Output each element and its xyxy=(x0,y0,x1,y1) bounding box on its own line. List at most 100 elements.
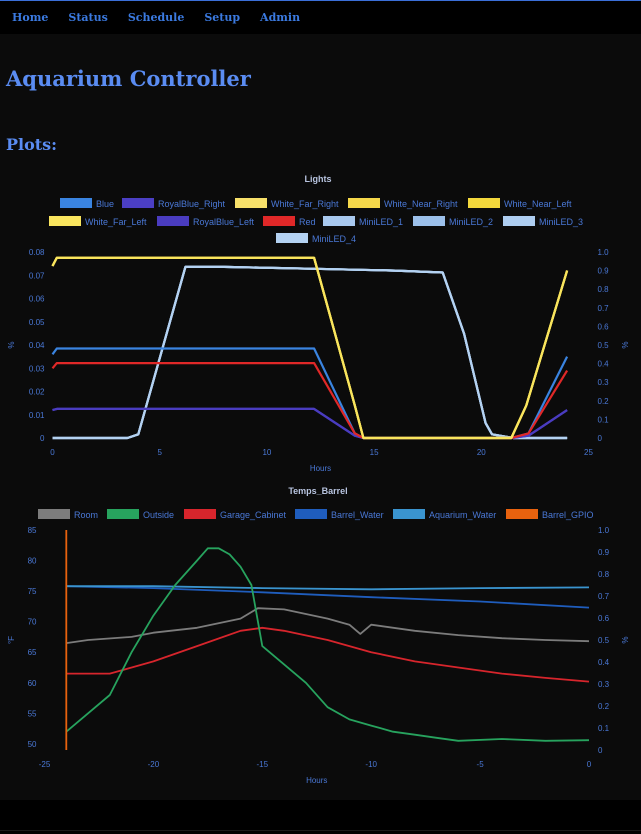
y2-tick-label: 0.3 xyxy=(598,378,610,387)
y-axis-title: % xyxy=(7,341,16,348)
y-tick-label: 0.03 xyxy=(29,364,45,373)
y2-tick-label: 0.2 xyxy=(598,702,610,711)
legend-label-royalblue-right: RoyalBlue_Right xyxy=(158,199,226,209)
temps-barrel-chart: Temps_Barrel Room Outside Garage_Cabinet Bar… xyxy=(7,486,629,785)
series-line-white-far-left xyxy=(51,256,569,440)
y-tick-label: 65 xyxy=(28,648,37,657)
legend-label-red: Red xyxy=(299,217,316,227)
legend-label-white-near-right: White_Near_Right xyxy=(384,199,458,209)
chart-title: Temps_Barrel xyxy=(288,486,347,496)
legend-swatch-barrel-water xyxy=(295,509,327,519)
x-tick-label: 0 xyxy=(50,448,55,457)
y-tick-label: 0.07 xyxy=(29,271,45,280)
legend-swatch-room xyxy=(38,509,70,519)
series-line-room xyxy=(66,607,590,644)
legend-label-white-near-left: White_Near_Left xyxy=(504,199,572,209)
series-line-royalblue-left xyxy=(52,407,568,440)
x-tick-label: -10 xyxy=(365,760,377,769)
plots-heading: Plots: xyxy=(6,135,58,154)
y-tick-label: 0.08 xyxy=(29,248,45,257)
x-tick-label: 25 xyxy=(584,448,593,457)
series-line-miniled-1 xyxy=(52,265,568,440)
y-tick-label: 80 xyxy=(28,557,37,566)
legend-swatch-miniled-3 xyxy=(503,216,535,226)
y2-tick-label: 0.1 xyxy=(598,724,610,733)
nav-home-link[interactable]: Home xyxy=(12,11,49,24)
y-tick-label: 0 xyxy=(40,434,45,443)
x-tick-label: -20 xyxy=(148,760,160,769)
x-tick-label: -15 xyxy=(257,760,269,769)
y2-tick-label: 0.8 xyxy=(598,570,610,579)
y2-tick-label: 0.4 xyxy=(598,360,610,369)
y2-tick-label: 0.4 xyxy=(598,658,610,667)
y-tick-label: 0.05 xyxy=(29,318,45,327)
lights-chart: Lights Blue RoyalBlue_Right White_Far_Right… xyxy=(7,174,629,473)
page-title: Aquarium Controller xyxy=(6,66,251,91)
series-line-outside xyxy=(65,547,590,742)
x-tick-label: 10 xyxy=(262,448,271,457)
page-footer xyxy=(0,800,641,834)
legend-label-blue: Blue xyxy=(96,199,114,209)
top-accent-line xyxy=(0,0,641,1)
legend-swatch-outside xyxy=(107,509,139,519)
nav-setup-link[interactable]: Setup xyxy=(204,11,241,24)
x-tick-label: -25 xyxy=(39,760,51,769)
x-axis-title: Hours xyxy=(310,464,331,473)
series-line-garage-cabinet xyxy=(66,626,590,683)
legend-label-miniled-4: MiniLED_4 xyxy=(312,234,356,244)
legend-swatch-red xyxy=(263,216,295,226)
legend-swatch-barrel-gpio xyxy=(506,509,538,519)
navbar: Home Status Schedule Setup Admin xyxy=(0,1,641,34)
legend-swatch-miniled-1 xyxy=(323,216,355,226)
legend-swatch-royalblue-right xyxy=(122,198,154,208)
legend-label-garage-cabinet: Garage_Cabinet xyxy=(220,510,287,520)
y2-tick-label: 0.8 xyxy=(598,285,610,294)
legend-label-miniled-1: MiniLED_1 xyxy=(359,217,403,227)
nav-status-link[interactable]: Status xyxy=(68,11,108,24)
x-tick-label: -5 xyxy=(477,760,485,769)
y2-axis-title: % xyxy=(620,341,629,348)
legend-label-miniled-2: MiniLED_2 xyxy=(449,217,493,227)
y2-tick-label: 0.1 xyxy=(598,415,610,424)
y2-tick-label: 0.9 xyxy=(598,548,610,557)
y2-axis-title: % xyxy=(620,636,629,643)
legend-label-outside: Outside xyxy=(143,510,174,520)
series-line-miniled-2 xyxy=(52,265,568,440)
series-line-royalblue-right xyxy=(52,407,568,440)
y2-tick-label: 1.0 xyxy=(598,526,610,535)
legend-label-aquarium-water: Aquarium_Water xyxy=(429,510,496,520)
legend-label-barrel-gpio: Barrel_GPIO xyxy=(542,510,594,520)
y-axis-title: °F xyxy=(7,636,16,644)
legend-label-barrel-water: Barrel_Water xyxy=(331,510,384,520)
y2-tick-label: 0.6 xyxy=(598,614,610,623)
y-tick-label: 0.06 xyxy=(29,295,45,304)
legend-label-white-far-right: White_Far_Right xyxy=(271,199,339,209)
nav-admin-link[interactable]: Admin xyxy=(260,11,301,24)
y2-tick-label: 0 xyxy=(598,746,603,755)
legend-swatch-miniled-4 xyxy=(276,233,308,243)
y-tick-label: 85 xyxy=(28,526,37,535)
x-tick-label: 5 xyxy=(157,448,162,457)
y2-tick-label: 1.0 xyxy=(598,248,610,257)
x-tick-label: 20 xyxy=(477,448,486,457)
x-tick-label: 0 xyxy=(587,760,592,769)
y-tick-label: 55 xyxy=(28,709,37,718)
legend-label-room: Room xyxy=(74,510,98,520)
series-line-red xyxy=(51,362,569,440)
legend-label-miniled-3: MiniLED_3 xyxy=(539,217,583,227)
chart-title: Lights xyxy=(305,174,332,184)
series-line-aquarium-water xyxy=(66,585,590,591)
nav-schedule-link[interactable]: Schedule xyxy=(127,11,185,24)
legend-swatch-garage-cabinet xyxy=(184,509,216,519)
legend-swatch-miniled-2 xyxy=(413,216,445,226)
series-line-blue xyxy=(51,347,569,440)
legend-label-royalblue-left: RoyalBlue_Left xyxy=(193,217,255,227)
y2-tick-label: 0.2 xyxy=(598,397,610,406)
y2-tick-label: 0.3 xyxy=(598,680,610,689)
footer-divider xyxy=(0,830,641,831)
y2-tick-label: 0.7 xyxy=(598,592,610,601)
y2-tick-label: 0.6 xyxy=(598,322,610,331)
legend-swatch-white-far-right xyxy=(235,198,267,208)
legend-swatch-white-far-left xyxy=(49,216,81,226)
y2-tick-label: 0.5 xyxy=(598,636,610,645)
